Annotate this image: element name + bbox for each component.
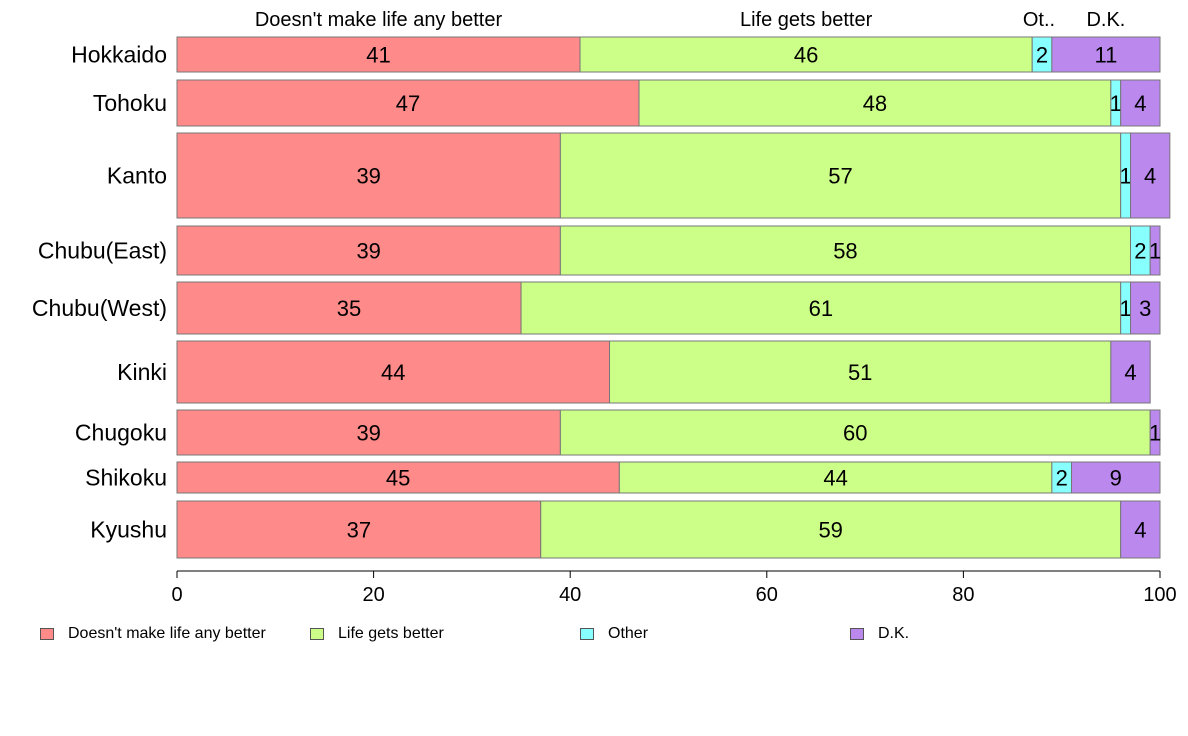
data-label: 1 — [1110, 91, 1122, 116]
bar-segment — [1071, 461, 1161, 494]
data-label: 39 — [356, 421, 380, 446]
x-tick-label: 20 — [362, 584, 384, 606]
data-label: 4 — [1124, 360, 1136, 385]
bar-segment — [176, 36, 581, 73]
bar-segment — [176, 79, 640, 127]
category-label: Kyushu — [90, 517, 167, 543]
legend-label: Life gets better — [338, 625, 444, 642]
data-label: 39 — [356, 164, 380, 189]
data-label: 58 — [833, 239, 857, 264]
bar-segment — [176, 225, 561, 276]
category-label: Chubu(East) — [38, 238, 167, 264]
legend: Doesn't make life any better Life gets be… — [0, 624, 1188, 646]
x-tick-label: 60 — [756, 584, 778, 606]
legend-item: D.K. — [850, 624, 909, 644]
x-tick-label: 0 — [171, 584, 182, 606]
category-label: Tohoku — [93, 90, 167, 116]
category-label: Kanto — [107, 163, 167, 189]
bar-segment — [176, 461, 620, 494]
category-label: Shikoku — [85, 465, 167, 491]
bar-segment — [559, 225, 1132, 276]
bar-segment — [1120, 500, 1161, 559]
bar-segment — [579, 36, 1033, 73]
data-label: 37 — [347, 518, 371, 543]
data-label: 2 — [1036, 43, 1048, 68]
data-label: 9 — [1110, 466, 1122, 491]
bar-segment — [1110, 340, 1151, 404]
data-label: 41 — [366, 43, 390, 68]
data-label: 44 — [381, 360, 405, 385]
legend-swatch — [850, 628, 864, 640]
bar-segment — [559, 409, 1151, 456]
bar-segment — [1149, 409, 1161, 456]
data-label: 51 — [848, 360, 872, 385]
data-label: 11 — [1095, 43, 1118, 68]
data-label: 4 — [1134, 91, 1146, 116]
top-column-label: D.K. — [1086, 9, 1125, 31]
category-label: Chubu(West) — [32, 295, 167, 321]
legend-label: Other — [608, 625, 649, 642]
category-label: Chugoku — [75, 420, 167, 446]
bar-segment — [1130, 281, 1161, 335]
top-column-label: Doesn't make life any better — [255, 9, 503, 31]
legend-label: Doesn't make life any better — [68, 625, 266, 642]
bar-segment — [176, 500, 542, 559]
stacked-bar-chart: Doesn't make life any better Life gets be… — [32, 9, 1177, 606]
data-label: 39 — [356, 239, 380, 264]
x-tick-label: 40 — [559, 584, 581, 606]
bar-segment — [1120, 79, 1161, 127]
data-label: 47 — [396, 91, 420, 116]
data-label: 48 — [863, 91, 887, 116]
bar-segment — [176, 281, 522, 335]
legend-item: Other — [580, 624, 648, 644]
bar-segment — [559, 132, 1122, 219]
data-label: 1 — [1119, 296, 1131, 321]
data-label: 2 — [1134, 239, 1146, 264]
data-label: 4 — [1134, 518, 1146, 543]
data-label: 35 — [337, 296, 361, 321]
data-label: 45 — [386, 466, 410, 491]
legend-item: Doesn't make life any better — [40, 624, 266, 644]
x-tick-label: 100 — [1143, 584, 1176, 606]
data-label: 1 — [1149, 239, 1161, 264]
category-label: Kinki — [117, 359, 167, 385]
data-label: 3 — [1139, 296, 1151, 321]
data-label: 4 — [1144, 164, 1156, 189]
bar-segment — [520, 281, 1122, 335]
bar-segment — [1051, 36, 1161, 73]
legend-swatch — [580, 628, 594, 640]
bar-segment — [609, 340, 1112, 404]
bar-segment — [1149, 225, 1161, 276]
legend-swatch — [310, 628, 324, 640]
data-label: 46 — [794, 43, 818, 68]
top-column-label: Ot.. — [1023, 9, 1055, 31]
data-label: 61 — [809, 296, 833, 321]
bar-segment — [540, 500, 1122, 559]
data-label: 60 — [843, 421, 867, 446]
legend-item: Life gets better — [310, 624, 444, 644]
top-column-label: Life gets better — [740, 9, 873, 31]
data-label: 1 — [1149, 421, 1161, 446]
data-label: 2 — [1056, 466, 1068, 491]
category-label: Hokkaido — [71, 42, 167, 68]
data-label: 59 — [818, 518, 842, 543]
bar-segment — [176, 132, 561, 219]
legend-label: D.K. — [878, 625, 910, 642]
x-tick-label: 80 — [952, 584, 974, 606]
bar-segment — [638, 79, 1112, 127]
data-label: 1 — [1119, 164, 1131, 189]
bar-segment — [176, 409, 561, 456]
data-label: 57 — [828, 164, 852, 189]
data-label: 44 — [823, 466, 847, 491]
legend-swatch — [40, 628, 54, 640]
bar-segment — [1130, 132, 1171, 219]
